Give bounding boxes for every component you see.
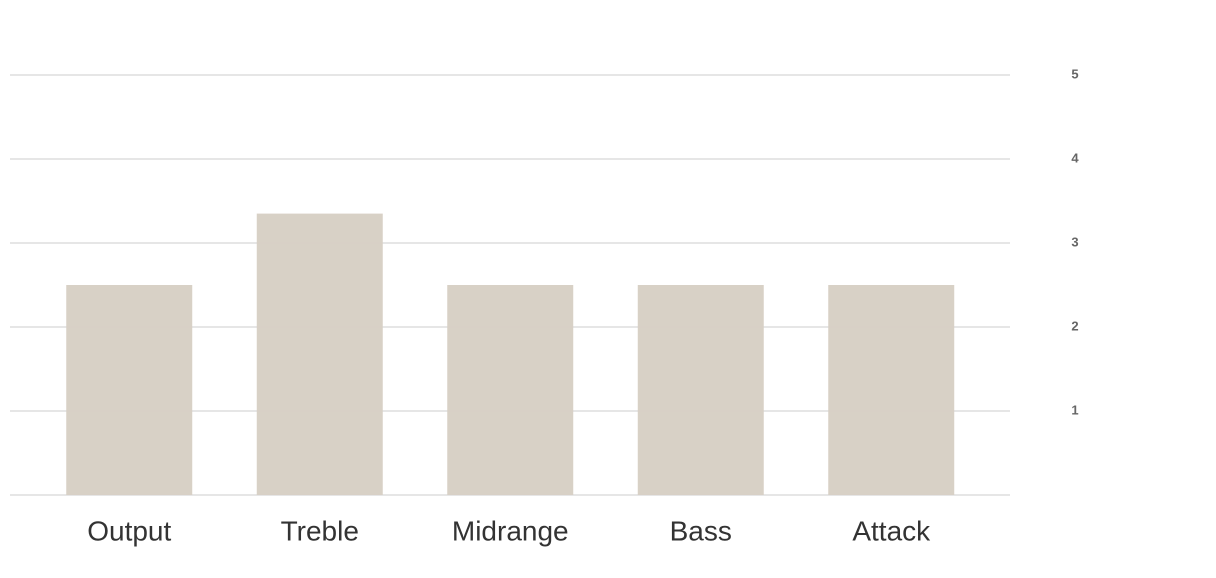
y-tick-label: 2 — [1071, 318, 1078, 333]
y-tick-label: 3 — [1071, 234, 1078, 249]
y-tick-label: 4 — [1071, 150, 1079, 165]
y-tick-label: 1 — [1071, 402, 1078, 417]
bar — [828, 285, 955, 495]
bar — [66, 285, 193, 495]
x-tick-label: Bass — [670, 515, 732, 546]
bar — [637, 285, 764, 495]
bar — [256, 213, 383, 495]
x-tick-label: Treble — [281, 515, 359, 546]
x-tick-label: Midrange — [452, 515, 569, 546]
y-tick-label: 5 — [1071, 66, 1078, 81]
x-tick-label: Attack — [852, 515, 931, 546]
x-tick-label: Output — [87, 515, 171, 546]
bar — [447, 285, 574, 495]
